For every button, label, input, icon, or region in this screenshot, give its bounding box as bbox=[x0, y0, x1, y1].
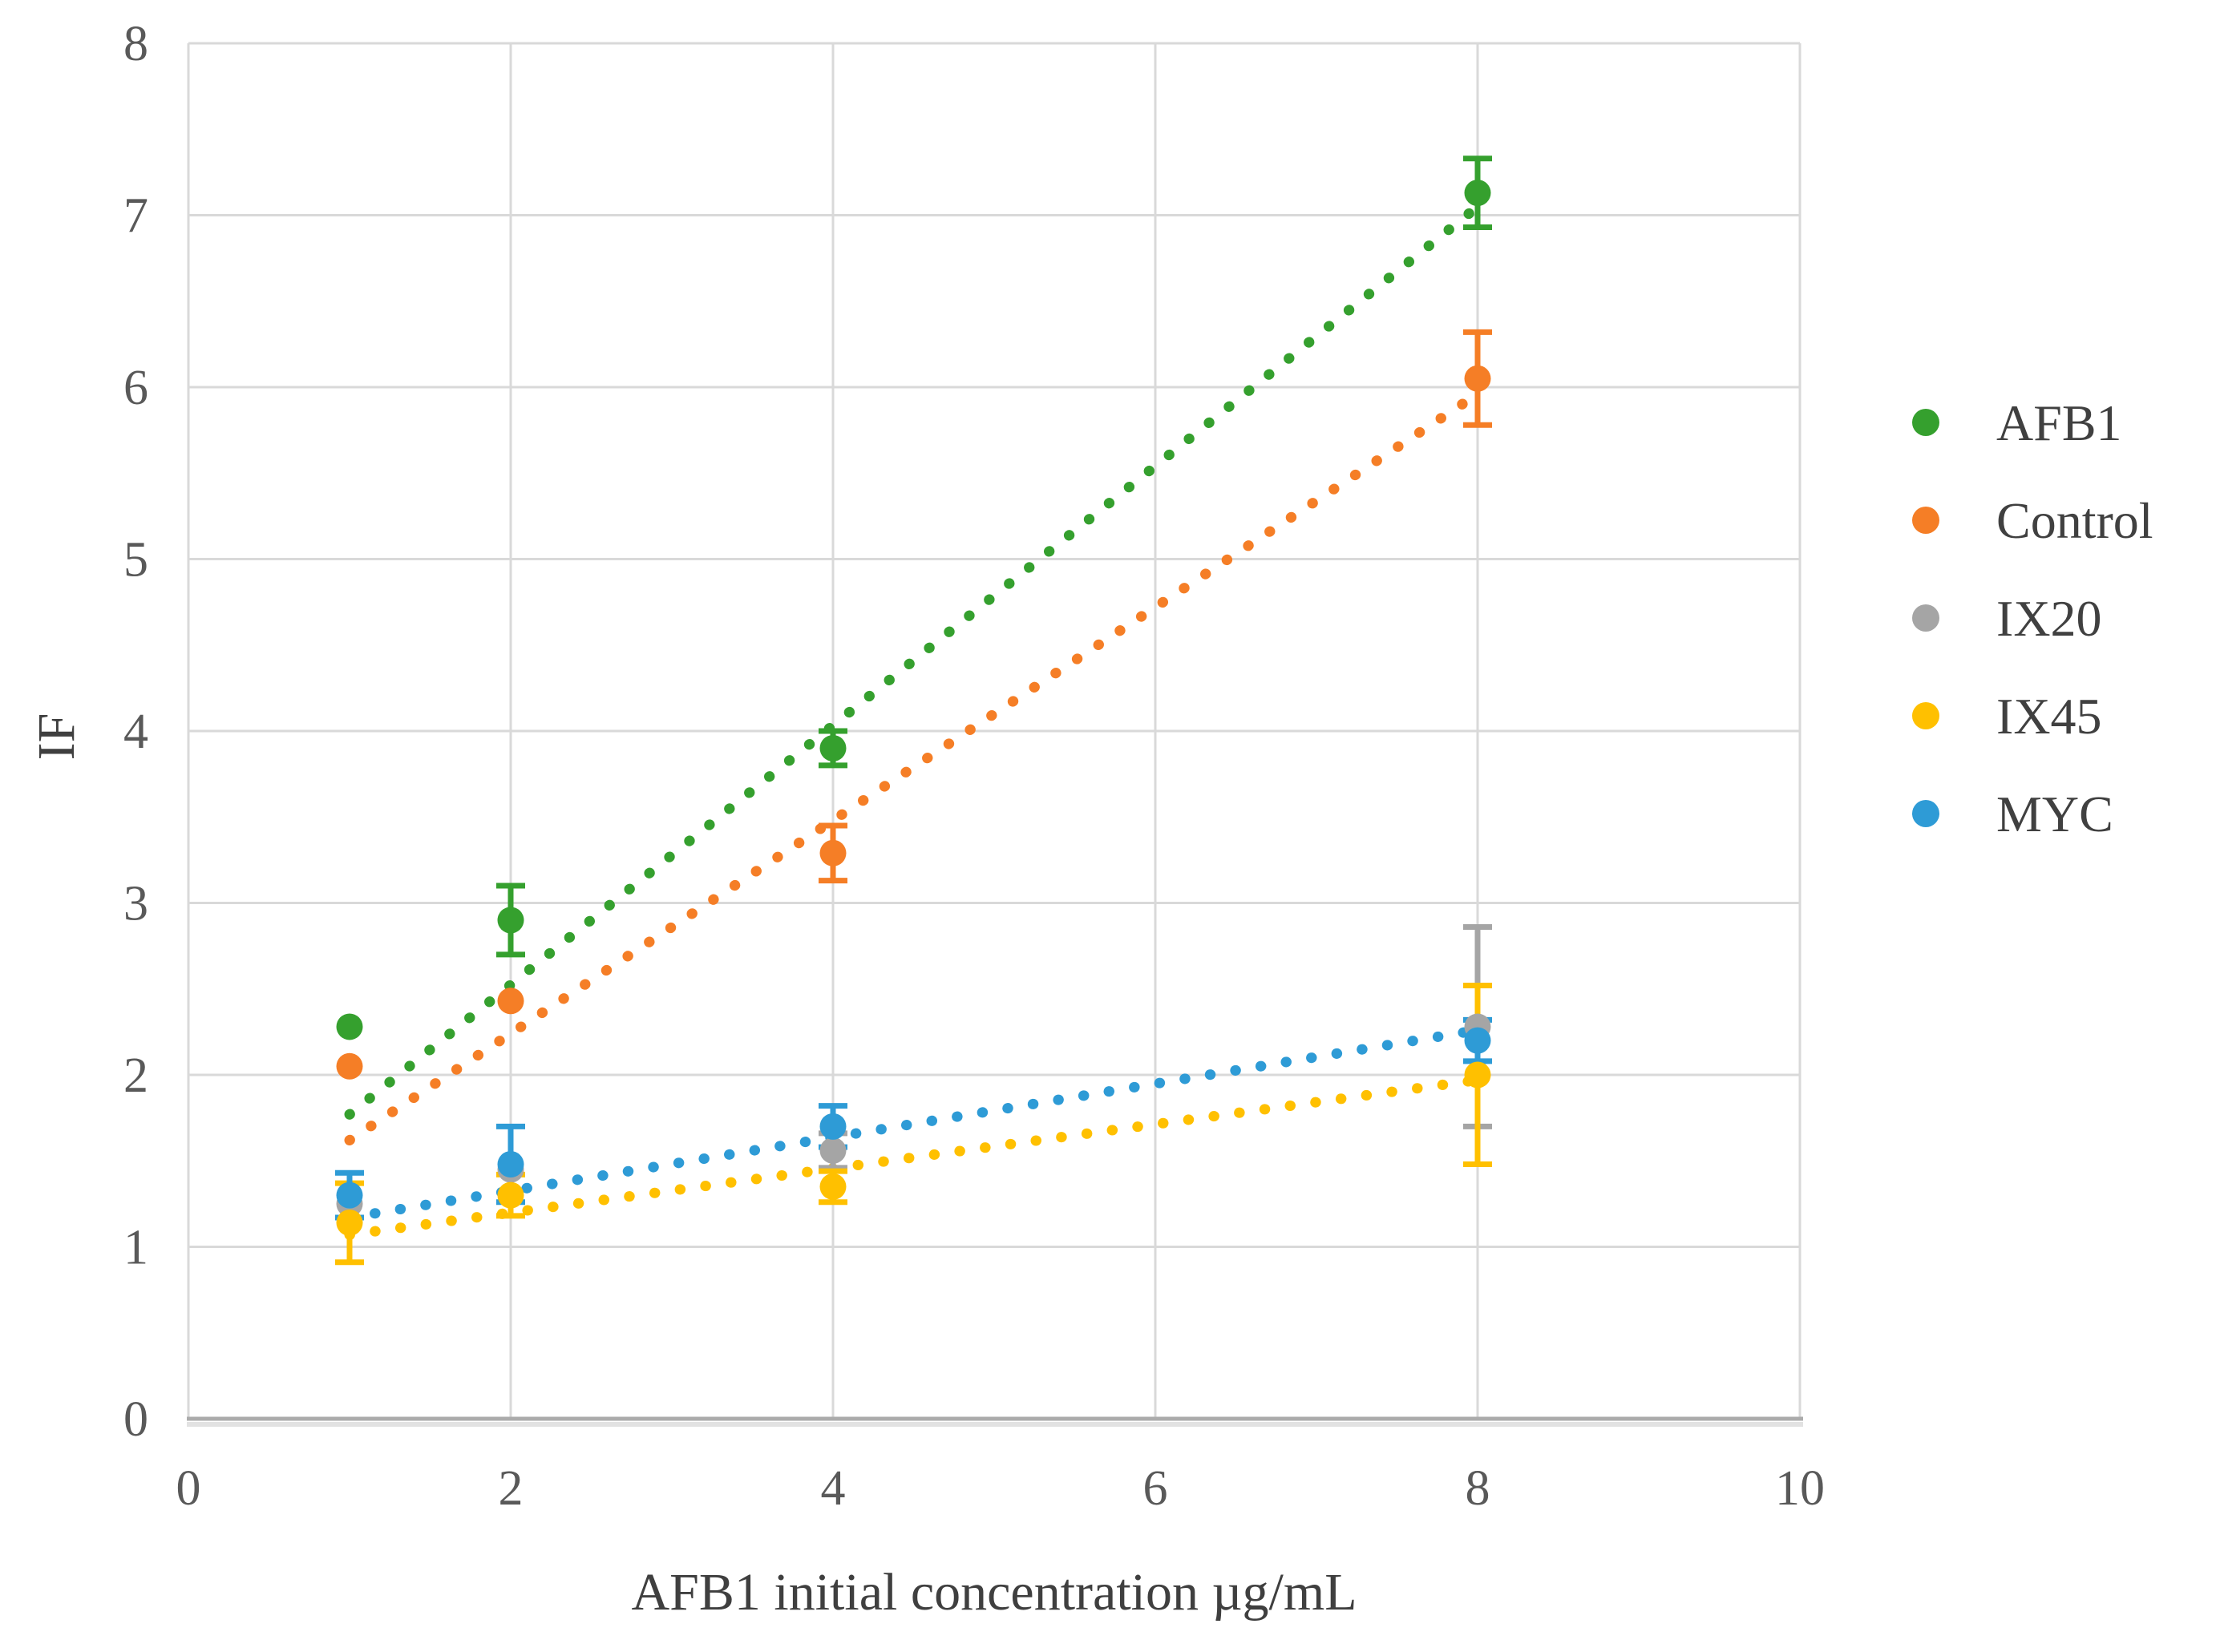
y-tick-label-7: 7 bbox=[123, 189, 148, 244]
legend-item-MYC: MYC bbox=[1912, 786, 2113, 842]
x-tick-label-10: 10 bbox=[1775, 1461, 1825, 1516]
point-MYC-x2 bbox=[497, 1151, 524, 1178]
point-AFB1-x4 bbox=[819, 734, 847, 761]
legend-label-IX45: IX45 bbox=[1996, 688, 2102, 745]
point-AFB1-x1 bbox=[336, 1013, 363, 1040]
data-points bbox=[336, 180, 1491, 1236]
point-MYC-x1 bbox=[336, 1181, 363, 1209]
legend-marker-AFB1 bbox=[1912, 409, 1939, 436]
legend-marker-IX45 bbox=[1912, 702, 1939, 729]
legend-label-IX20: IX20 bbox=[1996, 590, 2102, 647]
y-tick-label-8: 8 bbox=[123, 17, 148, 71]
legend-label-AFB1: AFB1 bbox=[1996, 394, 2122, 451]
y-tick-label-4: 4 bbox=[123, 705, 148, 759]
y-axis-title: IF bbox=[27, 713, 86, 761]
trendlines bbox=[344, 201, 1483, 1240]
trendline-IX45 bbox=[344, 1074, 1483, 1240]
legend-marker-Control bbox=[1912, 507, 1939, 534]
axis-lines bbox=[187, 1416, 1803, 1427]
point-IX45-x2 bbox=[497, 1181, 524, 1209]
point-Control-x2 bbox=[497, 988, 524, 1015]
point-MYC-x8 bbox=[1464, 1027, 1491, 1054]
point-IX45-x1 bbox=[336, 1209, 363, 1236]
y-tick-label-5: 5 bbox=[123, 533, 148, 588]
point-IX45-x8 bbox=[1464, 1061, 1491, 1089]
x-axis-title: AFB1 initial concentration µg/mL bbox=[631, 1563, 1357, 1622]
legend-marker-MYC bbox=[1912, 800, 1939, 827]
legend-item-AFB1: AFB1 bbox=[1912, 394, 2122, 451]
y-tick-label-2: 2 bbox=[123, 1048, 148, 1103]
point-AFB1-x2 bbox=[497, 907, 524, 934]
legend-item-IX45: IX45 bbox=[1912, 688, 2102, 745]
trendline-AFB1 bbox=[344, 201, 1483, 1120]
x-tick-label-4: 4 bbox=[821, 1461, 846, 1516]
point-Control-x1 bbox=[336, 1052, 363, 1080]
y-tick-label-3: 3 bbox=[123, 877, 148, 931]
point-MYC-x4 bbox=[819, 1113, 847, 1140]
trendline-Control bbox=[344, 389, 1483, 1146]
legend-label-MYC: MYC bbox=[1996, 786, 2113, 842]
point-Control-x8 bbox=[1464, 365, 1491, 392]
legend-label-Control: Control bbox=[1996, 492, 2153, 549]
y-tick-label-1: 1 bbox=[123, 1221, 148, 1275]
y-tick-label-6: 6 bbox=[123, 361, 148, 415]
legend-item-IX20: IX20 bbox=[1912, 590, 2102, 647]
trendline-MYC bbox=[344, 1024, 1483, 1223]
point-AFB1-x8 bbox=[1464, 180, 1491, 207]
legend-marker-IX20 bbox=[1912, 604, 1939, 632]
x-tick-label-8: 8 bbox=[1466, 1461, 1490, 1516]
gridlines bbox=[187, 42, 1802, 1420]
x-tick-label-6: 6 bbox=[1143, 1461, 1168, 1516]
legend: AFB1 Control IX20 IX45 MYC bbox=[1912, 394, 2153, 842]
point-IX20-x4 bbox=[819, 1137, 847, 1164]
legend-item-Control: Control bbox=[1912, 492, 2153, 549]
tick-labels: 0 1 2 3 4 5 6 7 8 0 2 4 6 8 10 bbox=[123, 17, 1825, 1516]
x-tick-label-2: 2 bbox=[499, 1461, 524, 1516]
y-tick-label-0: 0 bbox=[123, 1392, 148, 1447]
point-Control-x4 bbox=[819, 839, 847, 866]
error-bars bbox=[335, 156, 1492, 1266]
point-IX45-x4 bbox=[819, 1173, 847, 1200]
x-tick-label-0: 0 bbox=[176, 1461, 201, 1516]
